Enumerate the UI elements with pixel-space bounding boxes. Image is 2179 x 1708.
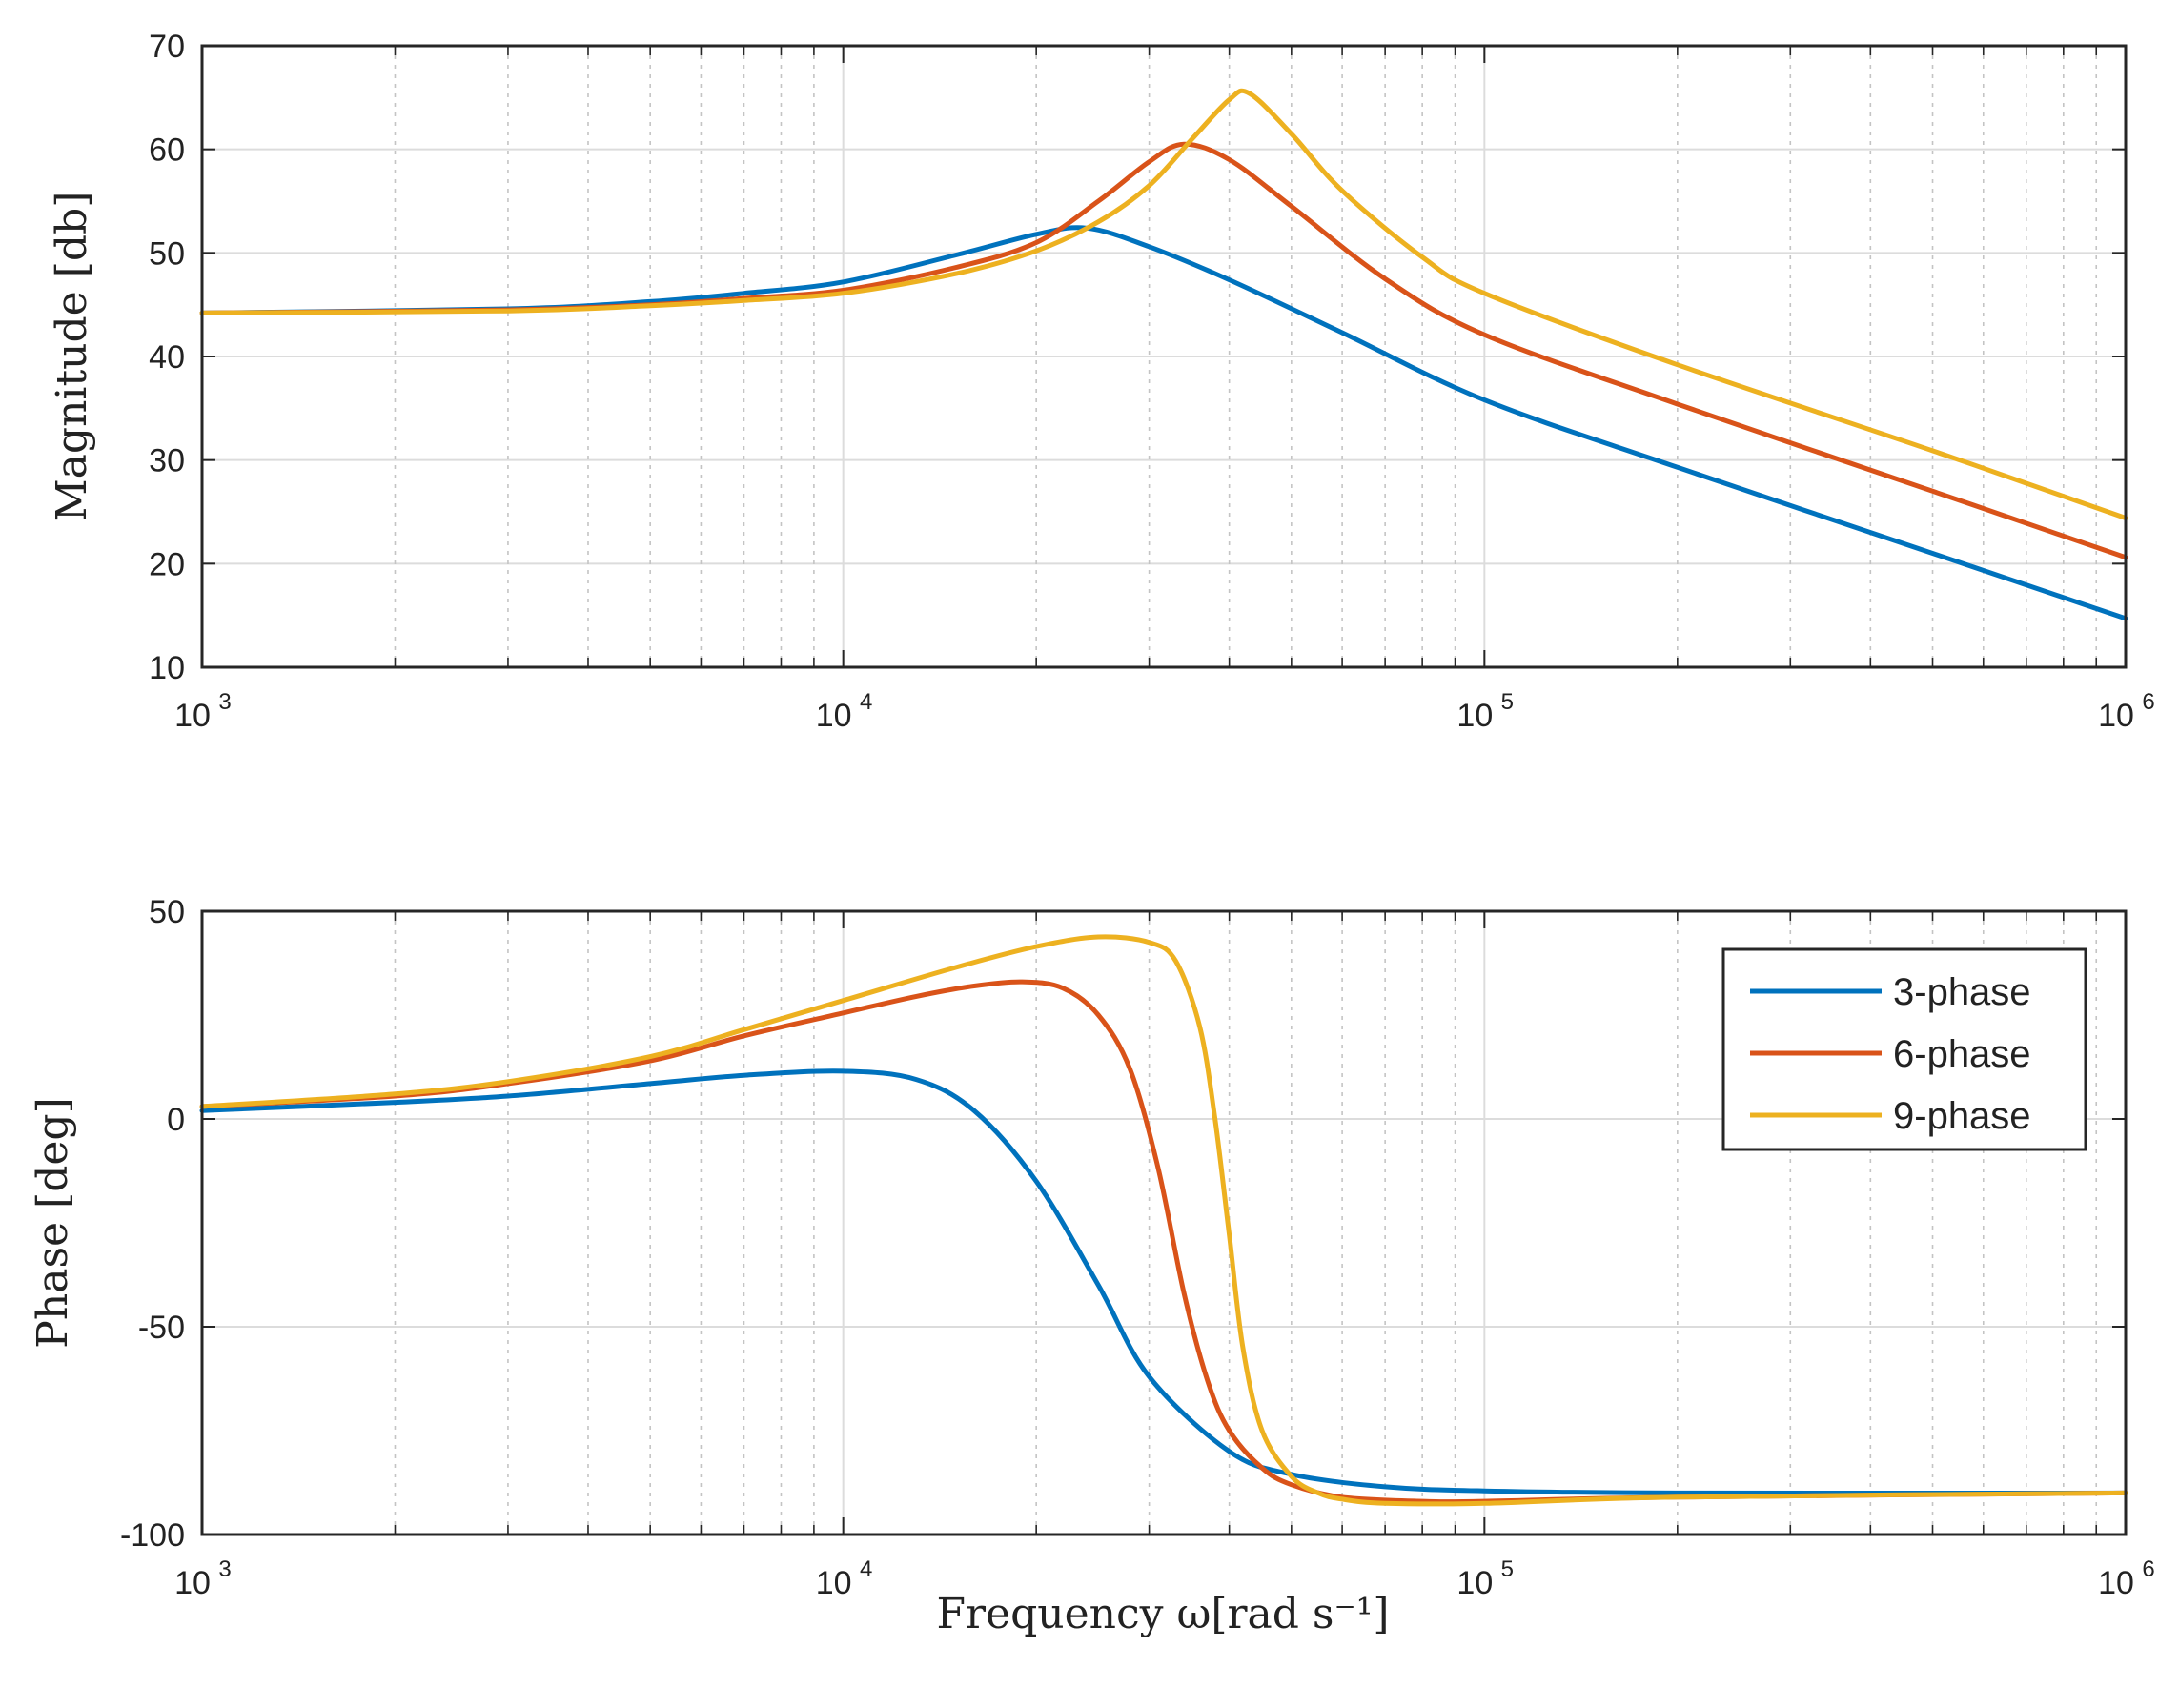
mag-xtick-exponent: 6 xyxy=(2142,689,2154,715)
mag-xtick-label: 10 xyxy=(1456,698,1493,734)
legend-label-3-phase: 3-phase xyxy=(1893,971,2031,1013)
phase-ytick-label: 0 xyxy=(167,1102,185,1138)
mag-xtick-label: 10 xyxy=(174,698,211,734)
phase-xtick-label: 10 xyxy=(2098,1565,2134,1601)
phase-xtick-exponent: 6 xyxy=(2142,1556,2154,1582)
legend: 3-phase 6-phase 9-phase xyxy=(1721,947,2087,1151)
mag-xtick-exponent: 3 xyxy=(218,689,231,715)
phase-xtick-exponent: 4 xyxy=(860,1556,872,1582)
phase-ylabel: Phase [deg] xyxy=(29,1097,77,1348)
phase-series-9-phase xyxy=(199,934,2128,1507)
phase-xtick-exponent: 5 xyxy=(1501,1556,1514,1582)
phase-xtick-label: 10 xyxy=(174,1565,211,1601)
mag-series-9-phase xyxy=(199,88,2128,520)
mag-xtick-exponent: 5 xyxy=(1501,689,1514,715)
magnitude-ylabel: Magnitude [db] xyxy=(48,192,96,522)
phase-plot: -100 -50 0 50 10 3 10 4 10 5 10 6 Phase [deg] Frequ… xyxy=(29,894,2155,1638)
mag-ytick-label: 30 xyxy=(149,443,185,479)
mag-xtick-label: 10 xyxy=(2098,698,2134,734)
phase-axes-frame xyxy=(200,909,2128,1536)
mag-ytick-label: 40 xyxy=(149,339,185,376)
mag-xtick-label: 10 xyxy=(816,698,852,734)
phase-ytick-label: 50 xyxy=(149,894,185,930)
mag-series-3-phase xyxy=(199,225,2128,621)
phase-xtick-label: 10 xyxy=(1456,1565,1493,1601)
mag-ytick-label: 60 xyxy=(149,132,185,169)
phase-ytick-label: -100 xyxy=(120,1517,185,1554)
phase-xtick-exponent: 3 xyxy=(218,1556,231,1582)
mag-xtick-exponent: 4 xyxy=(860,689,872,715)
mag-ytick-label: 20 xyxy=(149,546,185,582)
phase-series-3-phase xyxy=(199,1068,2128,1496)
phase-ytick-label: -50 xyxy=(138,1310,185,1346)
mag-ytick-label: 70 xyxy=(149,29,185,65)
legend-label-6-phase: 6-phase xyxy=(1893,1033,2031,1075)
legend-label-9-phase: 9-phase xyxy=(1893,1095,2031,1137)
phase-xlabel: Frequency ω[rad s⁻¹] xyxy=(936,1590,1389,1638)
mag-ytick-label: 50 xyxy=(149,235,185,272)
mag-ytick-label: 10 xyxy=(149,650,185,686)
phase-xtick-label: 10 xyxy=(816,1565,852,1601)
magnitude-plot: 10 20 30 40 50 60 70 10 3 10 4 10 5 10 6 Magnitude [db… xyxy=(48,29,2155,734)
